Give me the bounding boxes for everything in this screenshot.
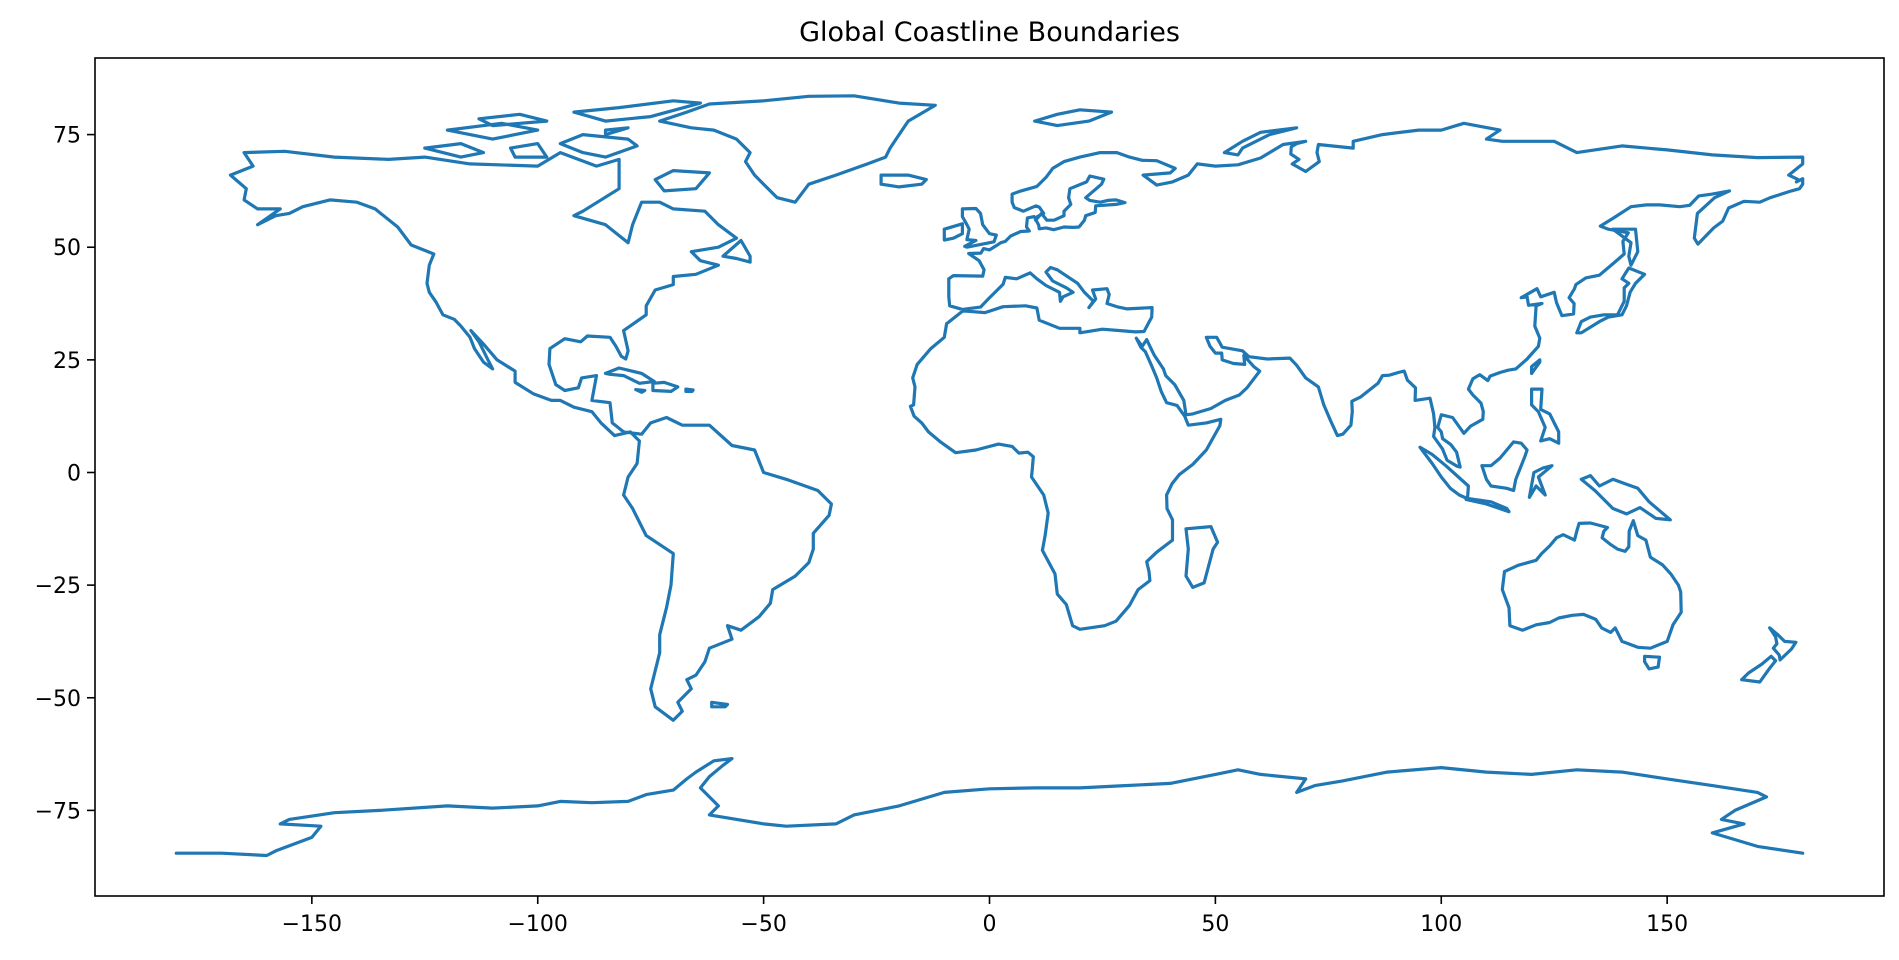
y-tick-label: 25: [53, 349, 81, 374]
x-tick-label: 50: [1201, 912, 1229, 937]
coastline-14: [908, 121, 1805, 631]
coastline-23: [1480, 440, 1529, 493]
coastline-8: [477, 112, 549, 128]
x-tick-label: −100: [508, 912, 568, 937]
coastline-24: [1527, 464, 1554, 499]
chart-title: Global Coastline Boundaries: [799, 17, 1180, 48]
coastline-35: [710, 700, 730, 709]
y-tick-label: −50: [35, 687, 81, 712]
y-tick-label: −25: [35, 574, 81, 599]
coastline-0: [228, 149, 833, 722]
coastline-3: [445, 121, 540, 141]
coastline-25: [1579, 474, 1672, 522]
coastline-36: [174, 757, 1805, 858]
coastline-34: [634, 388, 647, 394]
x-axis: −150 −100 −50 0 50 100 150: [282, 896, 1688, 937]
coastline-7: [509, 142, 549, 159]
coastline-12: [960, 206, 998, 249]
coastline-29: [1740, 654, 1778, 684]
y-tick-label: 0: [67, 461, 81, 486]
coastline-33: [684, 387, 695, 393]
coastline-layer: [174, 94, 1805, 858]
coastline-27: [1643, 654, 1662, 671]
coastline-11: [879, 173, 928, 189]
y-axis: 75 50 25 0 −25 −50 −75: [35, 124, 95, 824]
coastline-4: [423, 142, 486, 159]
x-tick-label: 0: [983, 912, 997, 937]
coastline-30: [1184, 525, 1220, 589]
x-tick-label: 100: [1420, 912, 1462, 937]
x-tick-label: −150: [282, 912, 342, 937]
coastline-5: [572, 99, 702, 123]
y-tick-label: 75: [53, 124, 81, 149]
y-tick-label: 50: [53, 236, 81, 261]
coastline-2: [558, 133, 639, 159]
coastline-26: [1500, 519, 1683, 650]
coastline-6: [603, 126, 630, 137]
coastline-16: [1222, 126, 1299, 157]
x-tick-label: −50: [740, 912, 786, 937]
x-tick-label: 150: [1646, 912, 1688, 937]
coastline-28: [1768, 626, 1798, 662]
coastline-31: [603, 366, 656, 385]
coastline-20: [1530, 387, 1561, 445]
coastline-19: [1530, 358, 1542, 375]
coastline-9: [653, 169, 711, 193]
coastline-10: [721, 238, 752, 264]
coastline-18: [1575, 266, 1647, 335]
coastline-22: [1464, 497, 1511, 514]
coastline-15: [1033, 108, 1114, 128]
coastline-32: [651, 380, 680, 393]
y-tick-label: −75: [35, 799, 81, 824]
coastline-13: [942, 222, 964, 242]
coastline-1: [658, 94, 937, 204]
coastline-17: [1611, 227, 1640, 267]
